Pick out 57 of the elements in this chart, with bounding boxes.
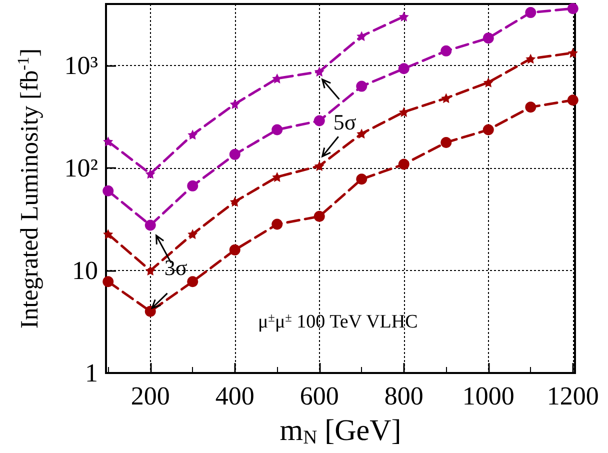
point [356, 174, 368, 185]
point [230, 99, 240, 110]
x-tick-label: 1000 [462, 382, 514, 410]
x-tick-label: 400 [215, 382, 254, 410]
point [102, 185, 114, 196]
point [314, 115, 325, 126]
point [230, 196, 240, 207]
point [398, 12, 409, 22]
y-axis-title: Integrated Luminosity [fb-1] [14, 48, 44, 329]
point [398, 158, 410, 170]
point [314, 210, 325, 222]
point [144, 220, 156, 231]
point [440, 45, 452, 56]
point [441, 93, 452, 104]
point [398, 63, 410, 74]
point [483, 77, 494, 88]
point [144, 306, 156, 317]
point [526, 54, 536, 64]
point [229, 244, 240, 256]
y-tick-label: 1 [85, 358, 98, 388]
y-tick-label: 10 [72, 256, 98, 286]
point [567, 94, 578, 106]
point [272, 218, 283, 230]
point [356, 80, 368, 92]
x-tick-label: 600 [300, 382, 339, 410]
point [272, 124, 283, 136]
point [567, 3, 578, 14]
point [525, 102, 536, 113]
point [103, 136, 114, 146]
x-tick-label: 1200 [546, 382, 599, 410]
point [272, 172, 282, 182]
point [188, 130, 198, 140]
point [440, 136, 452, 148]
annotation: 5σ [333, 109, 356, 134]
point [314, 66, 324, 77]
y-tick-label: 10³ [64, 51, 98, 80]
point [103, 229, 114, 240]
x-tick-label: 800 [384, 382, 424, 410]
point [482, 32, 494, 44]
point [145, 168, 156, 179]
point [356, 128, 367, 139]
x-tick-label: 200 [130, 382, 170, 410]
point [482, 124, 494, 136]
annotation: 3σ [164, 254, 188, 280]
point [356, 31, 367, 42]
point [187, 276, 198, 288]
point [398, 107, 409, 117]
point [145, 266, 156, 276]
y-tick-label: 10² [64, 154, 98, 183]
point [188, 229, 198, 240]
point [102, 276, 114, 288]
point [187, 180, 198, 192]
point [229, 148, 240, 160]
annotation: μ±μ± 100 TeV VLHC [258, 310, 418, 332]
point [314, 160, 324, 171]
point [568, 48, 578, 58]
point [525, 7, 536, 18]
